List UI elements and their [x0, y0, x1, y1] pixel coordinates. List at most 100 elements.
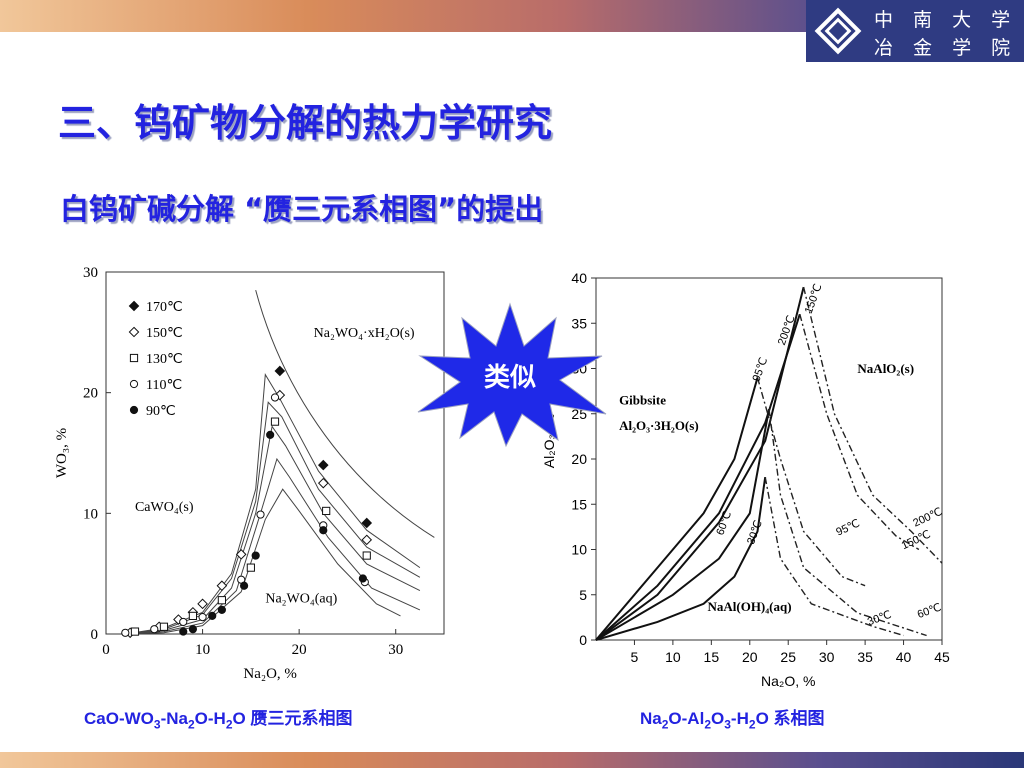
x-axis-label: Na₂O, % [761, 673, 815, 689]
y-tick-label: 15 [571, 496, 587, 512]
y-tick-label: 10 [83, 506, 98, 522]
plot-frame [105, 271, 445, 635]
y-tick-label: 0 [579, 632, 587, 648]
data-point [198, 613, 207, 622]
x-axis-label: Na₂O, % [243, 666, 297, 682]
burst-label: 类似 [484, 363, 536, 393]
university-header [806, 0, 1024, 62]
data-point [322, 506, 331, 516]
curve-temp-label: 200℃ [911, 506, 944, 530]
legend-marker [129, 379, 139, 389]
data-point [270, 393, 280, 402]
burst-shape [417, 302, 607, 448]
curve-temp-label: 30℃ [745, 519, 765, 546]
x-tick-label: 20 [742, 649, 758, 665]
x-tick-label: 15 [704, 649, 720, 665]
region-label-gibbsite-formula: Al₂O₃·3H₂O(s) [619, 418, 699, 433]
data-point [159, 622, 169, 631]
x-tick-label: 45 [934, 649, 950, 665]
caption-subscript: 3 [153, 717, 161, 732]
data-point [358, 574, 367, 583]
caption-subscript: 3 [724, 717, 731, 732]
y-tick-label: 30 [83, 265, 98, 281]
data-point [150, 625, 159, 634]
data-point [270, 417, 280, 426]
x-tick-label: 30 [819, 649, 835, 665]
data-point [256, 510, 265, 519]
y-tick-label: 0 [91, 627, 99, 643]
data-point [121, 628, 130, 637]
solubility-curve [595, 409, 770, 641]
caption-subscript: 2 [748, 717, 756, 732]
caption-text: -Na [160, 709, 188, 728]
data-point [179, 617, 188, 627]
caption-subscript: 2 [187, 717, 195, 732]
legend-marker [128, 300, 140, 312]
caption-subscript: 2 [661, 717, 669, 732]
data-point [361, 534, 373, 546]
data-point [361, 517, 373, 529]
y-tick-label: 20 [83, 386, 98, 402]
similar-burst-callout: 类似 [417, 302, 607, 448]
data-point [217, 596, 226, 605]
x-tick-label: 35 [857, 649, 873, 665]
data-point [246, 563, 255, 572]
university-logo-icon [814, 7, 862, 55]
na2o-al2o3-phase-diagram: 510152025303540450510152025303540Na₂O, %… [541, 270, 950, 689]
y-tick-label: 20 [571, 451, 587, 467]
curve-temp-label: 95℃ [751, 356, 771, 383]
solubility-curve [595, 286, 805, 641]
university-name: 中 南 大 学 [874, 9, 1018, 31]
y-tick-label: 10 [571, 542, 587, 558]
cao-wo3-phase-diagram: 00 10 10 20 20 30 30 Na₂O, % WO₃, % 170℃ 150℃ 130℃ 1… [54, 265, 445, 682]
x-tick-label: 20 [292, 642, 307, 658]
data-point [130, 627, 140, 636]
legend-marker [129, 353, 139, 363]
legend-label: 130℃ [146, 352, 183, 367]
bottom-decor-bar [0, 752, 1024, 768]
data-point [179, 627, 188, 636]
data-point [235, 549, 247, 560]
caption-text: -H [730, 709, 749, 728]
x-tick-label: 5 [631, 649, 639, 665]
data-point [188, 625, 198, 634]
region-label-solid: Na₂WO₄·xH₂O(s) [314, 326, 415, 341]
legend-label: 110℃ [146, 378, 182, 393]
data-point [217, 605, 226, 614]
caption-text: O-H [194, 709, 226, 728]
y-tick-label: 35 [571, 315, 587, 331]
region-label-naaloh4: NaAl(OH)₄(aq) [707, 599, 791, 614]
plot-frame [595, 277, 943, 641]
isotherm-curve [125, 457, 421, 635]
data-point [216, 580, 228, 592]
solubility-curve [595, 377, 759, 641]
x-tick-label: 40 [896, 649, 912, 665]
legend-marker [129, 405, 139, 415]
caption-subscript: 2 [225, 717, 233, 732]
legend-label: 150℃ [146, 326, 183, 341]
legend-label: 170℃ [146, 300, 183, 315]
data-point [197, 598, 208, 610]
data-point [317, 477, 329, 489]
caption-text: O-Al [668, 709, 705, 728]
x-tick-label: 30 [388, 642, 403, 658]
left-diagram-caption: CaO-WO3-Na2O-H2O 赝三元系相图 [84, 704, 352, 731]
solubility-curve [595, 313, 801, 641]
metastable-curve [802, 286, 943, 564]
curve-temp-label: 95℃ [834, 517, 861, 538]
metastable-curve [756, 377, 866, 587]
metastable-curve [764, 476, 904, 637]
metastable-curve [768, 409, 927, 637]
x-tick-label: 10 [195, 642, 210, 658]
legend-label: 90℃ [146, 404, 176, 419]
data-point [188, 611, 198, 620]
data-point [266, 430, 275, 439]
caption-text: Na [640, 709, 662, 728]
data-point [251, 551, 260, 560]
slide-subtitle: 白钨矿碱分解 “赝三元系相图”的提出 [60, 192, 544, 226]
region-label-cawo4: CaWO₄(s) [135, 500, 194, 515]
legend-marker [128, 326, 140, 338]
x-tick-label: 0 [102, 642, 110, 658]
caption-text: O 赝三元系相图 [232, 709, 353, 728]
x-tick-label: 25 [780, 649, 796, 665]
